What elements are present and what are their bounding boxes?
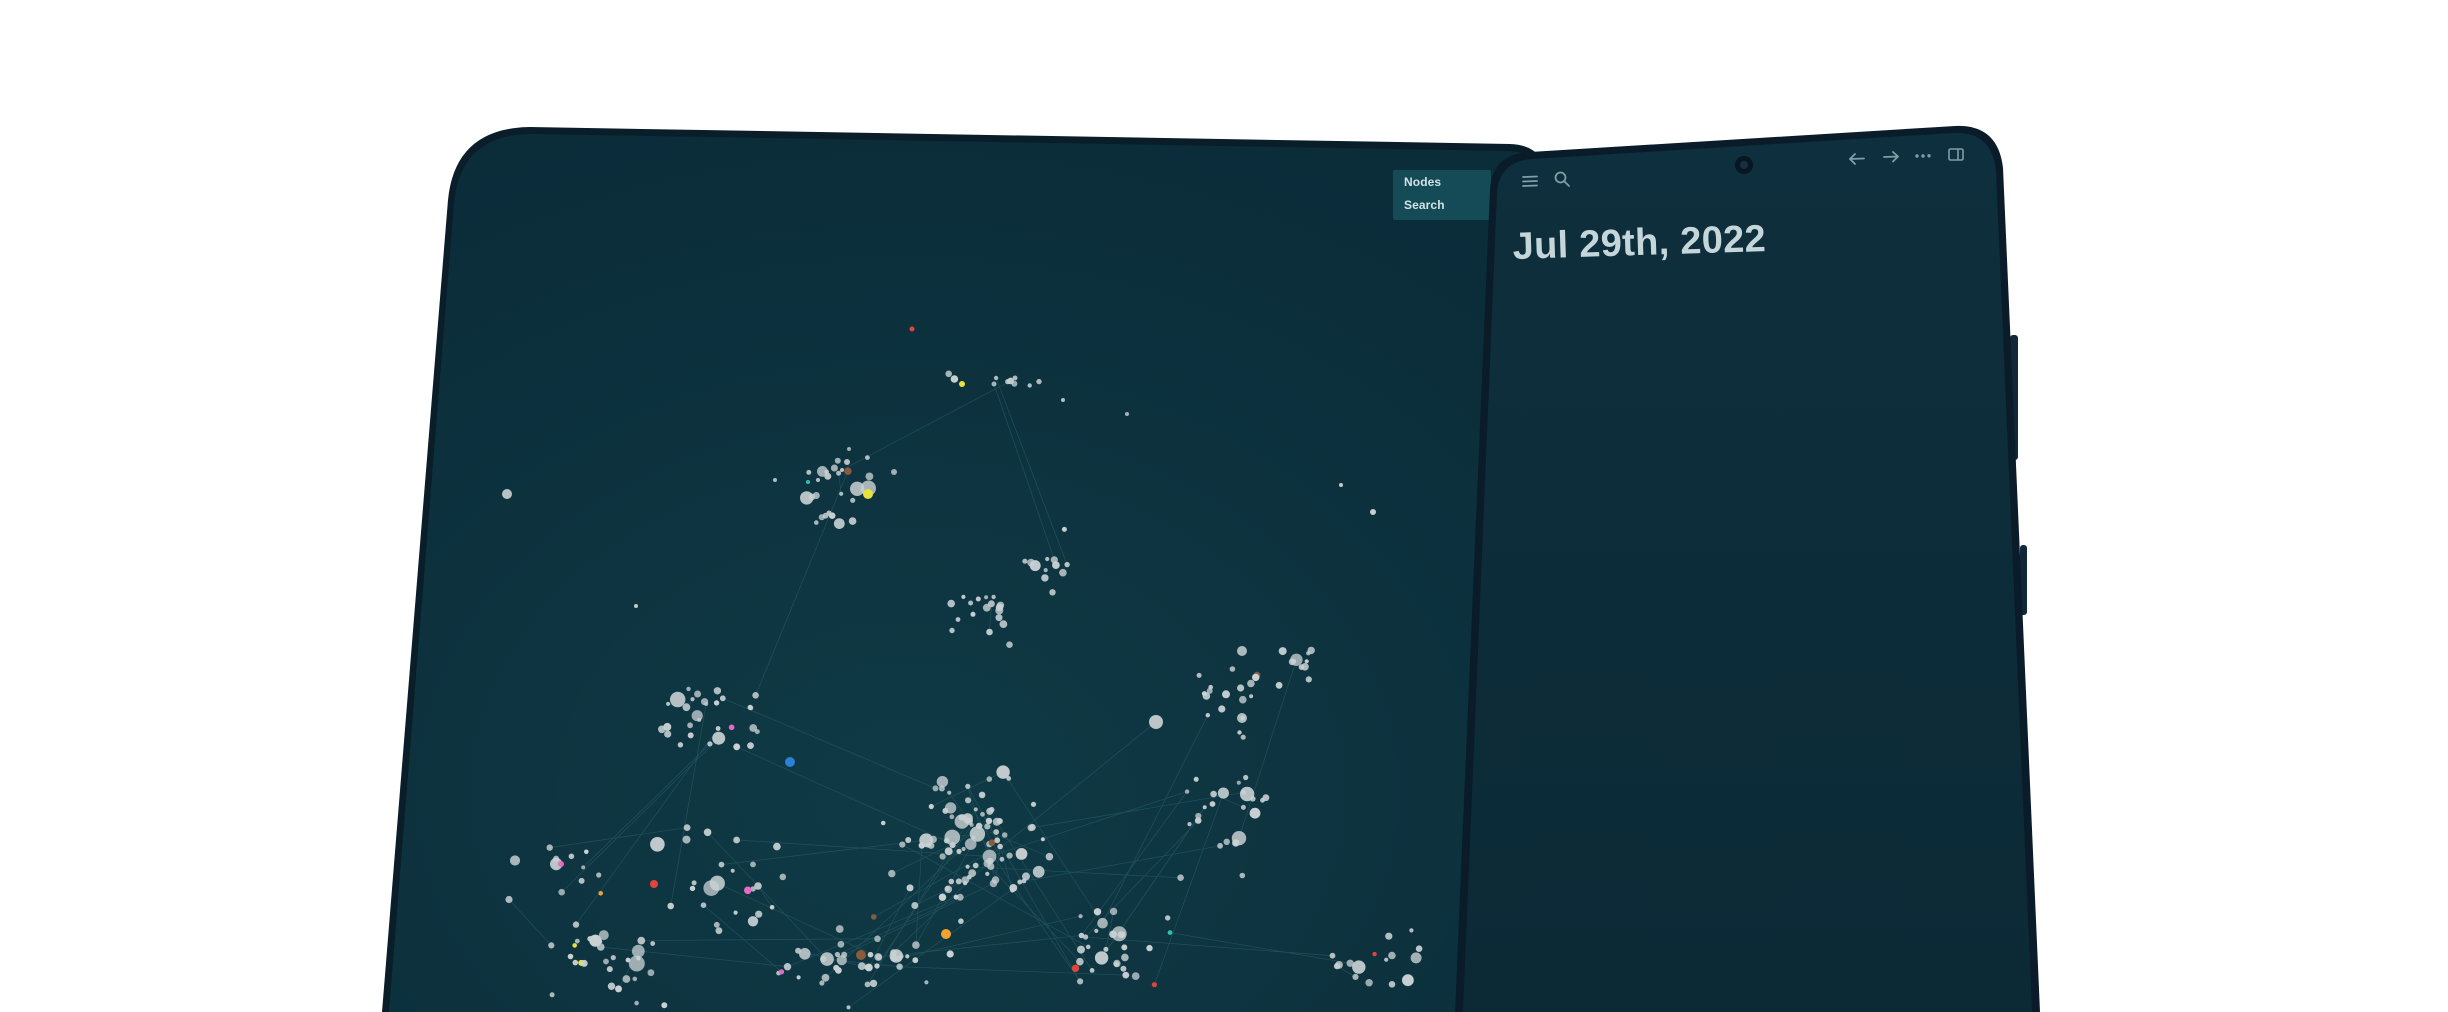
sidebar-toggle-icon[interactable]	[1947, 147, 1965, 163]
search-icon[interactable]	[1553, 170, 1571, 188]
back-arrow-icon[interactable]	[1848, 152, 1866, 166]
phone-screen	[1463, 132, 2032, 1012]
forward-arrow-icon[interactable]	[1882, 150, 1900, 164]
menu-icon[interactable]	[1521, 173, 1539, 189]
more-icon[interactable]	[1914, 151, 1932, 161]
journal-date-title[interactable]: Jul 29th, 2022	[1512, 218, 1767, 268]
